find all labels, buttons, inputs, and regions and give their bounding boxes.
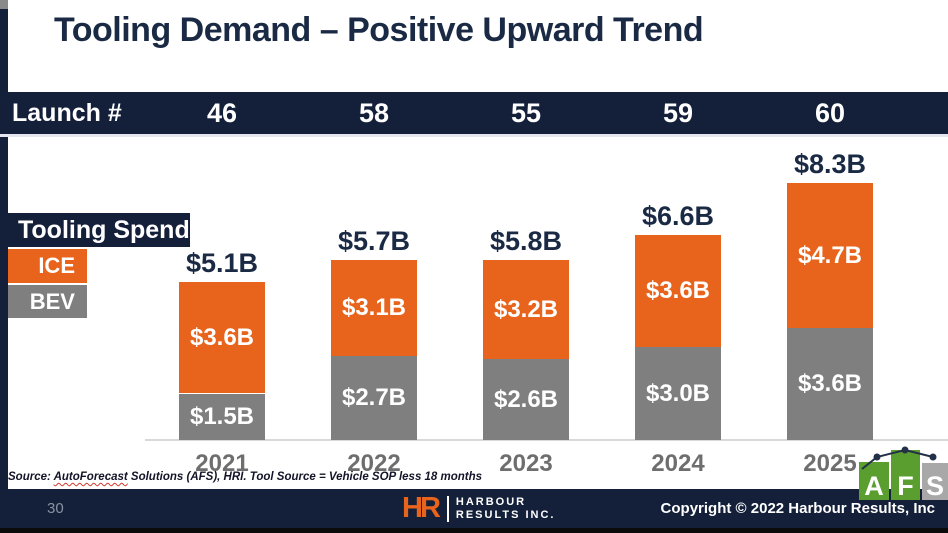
bar-total-label: $6.6B bbox=[641, 201, 715, 232]
page-number: 30 bbox=[47, 500, 64, 517]
bar-segment-bev bbox=[331, 356, 417, 440]
afs-logo-letter-s: S bbox=[922, 463, 948, 500]
afs-logo-letter-f: F bbox=[891, 450, 920, 500]
bar-total-label: $8.3B bbox=[793, 148, 867, 179]
legend-item-bev: BEV bbox=[8, 285, 87, 318]
ice-value-label: $4.7B bbox=[797, 241, 863, 269]
ice-value-label: $3.6B bbox=[189, 323, 255, 351]
legend-title: Tooling Spend bbox=[8, 213, 190, 247]
bev-value-label: $3.6B bbox=[797, 370, 863, 398]
bar-segment-ice bbox=[179, 281, 265, 394]
bar-segment-bev bbox=[483, 359, 569, 440]
bev-value-label: $1.5B bbox=[189, 402, 255, 430]
launch-row-label: Launch # bbox=[12, 99, 122, 127]
afs-logo-letter-a: A bbox=[859, 462, 889, 500]
ice-value-label: $3.2B bbox=[493, 295, 559, 323]
harbour-results-logo: HR HARBOUR RESULTS INC. bbox=[402, 489, 555, 528]
bottom-edge-strip bbox=[0, 528, 948, 533]
corner-square-decoration bbox=[0, 0, 8, 9]
hr-logo-wordmark: HARBOUR RESULTS INC. bbox=[456, 496, 556, 521]
bar-segment-bev bbox=[635, 347, 721, 440]
source-note-spellcheck-word: AutoForecast bbox=[53, 471, 128, 483]
afs-logo-trendline-icon bbox=[861, 446, 937, 470]
launch-count-value: 59 bbox=[662, 98, 694, 128]
launch-count-value: 55 bbox=[510, 98, 542, 128]
footer-bar: 30 HR HARBOUR RESULTS INC. Copyright © 2… bbox=[0, 489, 948, 528]
bev-value-label: $3.0B bbox=[645, 379, 711, 407]
bev-value-label: $2.7B bbox=[341, 384, 407, 412]
bar-segment-bev bbox=[787, 328, 873, 440]
hr-logo-line2: RESULTS INC. bbox=[455, 508, 556, 521]
logo-divider bbox=[446, 495, 449, 522]
x-axis-tick-label: 2023 bbox=[499, 450, 553, 477]
bar-segment-ice bbox=[331, 260, 417, 357]
left-accent-strip bbox=[0, 9, 8, 533]
bar-segment-ice bbox=[483, 260, 569, 360]
source-note-rest: Solutions (AFS), HRI. Tool Source = Vehi… bbox=[127, 471, 483, 483]
bar-total-label: $5.7B bbox=[337, 226, 411, 257]
source-note-prefix: Source: bbox=[8, 471, 54, 483]
hr-logo-line1: HARBOUR bbox=[455, 496, 527, 508]
copyright-text: Copyright © 2022 Harbour Results, Inc bbox=[660, 500, 935, 517]
launch-count-value: 58 bbox=[358, 98, 390, 128]
bar-segment-bev bbox=[179, 393, 265, 440]
launch-count-value: 60 bbox=[814, 98, 846, 128]
bar-segment-ice bbox=[787, 182, 873, 329]
bar-total-label: $5.1B bbox=[185, 247, 259, 278]
bev-value-label: $2.6B bbox=[493, 385, 559, 413]
page-title: Tooling Demand – Positive Upward Trend bbox=[54, 11, 704, 49]
ice-value-label: $3.6B bbox=[645, 277, 711, 305]
ice-value-label: $3.1B bbox=[341, 294, 407, 322]
x-axis-tick-label: 2024 bbox=[651, 450, 705, 477]
launch-band: Launch # 46 58 55 59 60 bbox=[0, 92, 948, 137]
bar-segment-ice bbox=[635, 235, 721, 347]
bar-total-label: $5.8B bbox=[489, 226, 563, 257]
hr-monogram-icon: HR bbox=[402, 492, 441, 524]
x-axis-line bbox=[145, 439, 948, 441]
legend-item-ice: ICE bbox=[8, 249, 87, 283]
launch-count-value: 46 bbox=[206, 98, 238, 128]
source-note: Source: AutoForecast Solutions (AFS), HR… bbox=[8, 471, 482, 483]
